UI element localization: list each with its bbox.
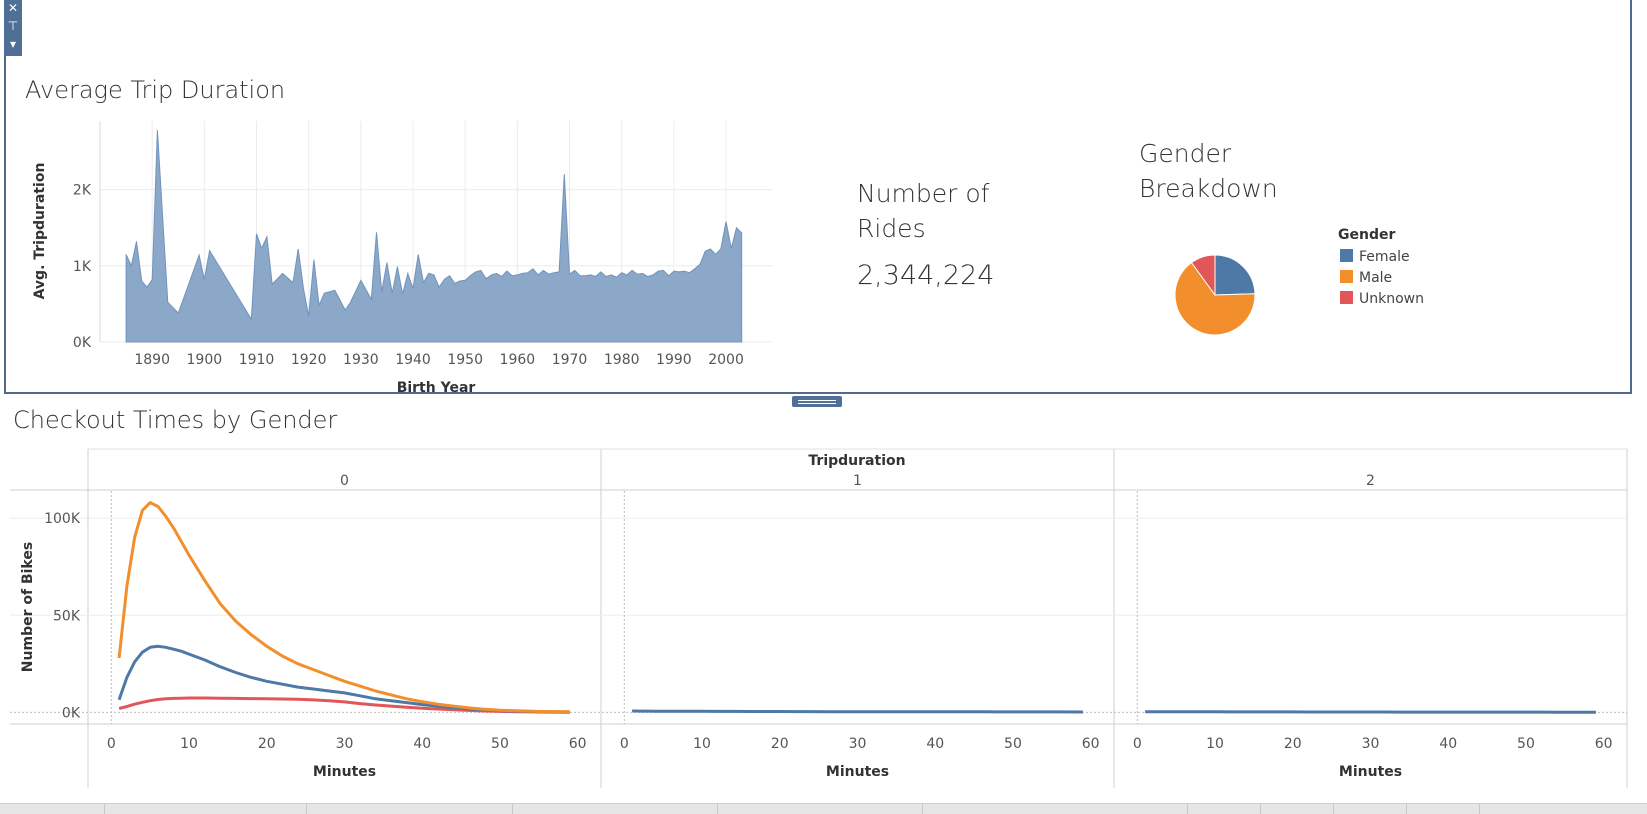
x-tick-label: 0 — [1133, 736, 1142, 752]
checkout-title: Checkout Times by Gender — [13, 406, 338, 434]
x-tick-label: 10 — [1206, 736, 1224, 752]
gender-breakdown-title: Gender Breakdown — [1139, 139, 1278, 203]
x-axis-title: Minutes — [313, 764, 376, 780]
y-tick-label: 1K — [73, 259, 92, 275]
y-tick-label: 50K — [53, 608, 81, 624]
x-tick-label: 50 — [1517, 736, 1535, 752]
x-tick-label: 10 — [693, 736, 711, 752]
pie-slice-female — [1214, 254, 1256, 296]
sheet-tab-bar — [0, 803, 1647, 814]
x-axis-title: Minutes — [826, 764, 889, 780]
legend-swatch-male — [1340, 270, 1353, 283]
x-tick-label: 60 — [569, 736, 587, 752]
pie-slice-male — [1174, 261, 1256, 336]
tab-divider — [512, 804, 513, 814]
pie-slice-unknown — [1190, 254, 1216, 297]
x-tick-label: 50 — [491, 736, 509, 752]
chevron-down-icon[interactable]: ▾ — [9, 37, 17, 51]
tab-divider — [1333, 804, 1334, 814]
rides-value: 2,344,224 — [857, 260, 995, 291]
tab-divider — [1406, 804, 1407, 814]
resize-handle[interactable] — [792, 396, 842, 407]
tab-divider — [306, 804, 307, 814]
pin-icon[interactable]: ⊤ — [7, 19, 19, 33]
gender-pie-chart[interactable]: Gender Female Male Unknown — [0, 0, 1647, 400]
x-tick-label: 30 — [1362, 736, 1380, 752]
x-tick-label: 20 — [1284, 736, 1302, 752]
x-tick-label: 1910 — [239, 352, 275, 368]
x-tick-label: 1950 — [447, 352, 483, 368]
series-line-female-panel-2 — [1145, 710, 1596, 714]
y-axis-title: Number of Bikes — [20, 542, 36, 672]
x-tick-label: 1930 — [343, 352, 379, 368]
panel-header-label: 1 — [853, 473, 862, 489]
x-axis-title: Birth Year — [397, 380, 476, 396]
avg-trip-title: Average Trip Duration — [25, 76, 286, 104]
x-tick-label: 1920 — [291, 352, 327, 368]
rides-label: Number of Rides — [857, 179, 990, 243]
x-tick-label: 20 — [258, 736, 276, 752]
legend-title: Gender — [1338, 227, 1395, 243]
tab-divider — [104, 804, 105, 814]
tab-divider — [1479, 804, 1480, 814]
series-line-male-panel-0 — [117, 501, 570, 714]
legend-label-unknown: Unknown — [1359, 291, 1424, 307]
x-tick-label: 0 — [107, 736, 116, 752]
y-tick-label: 2K — [73, 183, 92, 199]
legend-label-female: Female — [1359, 249, 1410, 265]
avg-trip-area-chart[interactable]: 1890 1900 1910 1920 1930 1940 1950 1960 1970 1980… — [0, 0, 1647, 400]
x-tick-label: 0 — [620, 736, 629, 752]
legend-swatch-unknown — [1340, 291, 1353, 304]
x-tick-label: 1890 — [134, 352, 170, 368]
panel-header-label: 0 — [340, 473, 349, 489]
x-tick-label: 40 — [1439, 736, 1457, 752]
y-tick-label: 100K — [44, 511, 81, 527]
x-tick-label: 1900 — [187, 352, 223, 368]
tab-divider — [1187, 804, 1188, 814]
y-axis-title: Avg. Tripduration — [32, 163, 48, 300]
y-tick-label: 0K — [62, 705, 81, 721]
x-tick-label: 60 — [1595, 736, 1613, 752]
y-tick-label: 0K — [73, 335, 92, 351]
x-tick-label: 1940 — [395, 352, 431, 368]
series-line-female-panel-1 — [632, 709, 1083, 714]
tab-divider — [717, 804, 718, 814]
close-icon[interactable]: ✕ — [7, 1, 19, 15]
x-axis-title: Minutes — [1339, 764, 1402, 780]
panel-header-label: 2 — [1366, 473, 1375, 489]
x-tick-label: 1980 — [604, 352, 640, 368]
x-tick-label: 20 — [771, 736, 789, 752]
x-tick-label: 1970 — [552, 352, 588, 368]
x-tick-label: 1990 — [656, 352, 692, 368]
floating-toolbar: ✕ ⊤ ▾ — [4, 0, 22, 56]
tab-divider — [922, 804, 923, 814]
x-tick-label: 2000 — [708, 352, 744, 368]
column-header-title: Tripduration — [808, 453, 905, 469]
x-tick-label: 60 — [1082, 736, 1100, 752]
legend-label-male: Male — [1359, 270, 1392, 286]
x-tick-label: 30 — [336, 736, 354, 752]
avg-trip-area-series — [125, 130, 743, 343]
x-tick-label: 10 — [180, 736, 198, 752]
x-tick-label: 40 — [413, 736, 431, 752]
x-tick-label: 30 — [849, 736, 867, 752]
x-tick-label: 40 — [926, 736, 944, 752]
legend-swatch-female — [1340, 249, 1353, 262]
x-tick-label: 1960 — [500, 352, 536, 368]
tab-divider — [1260, 804, 1261, 814]
x-tick-label: 50 — [1004, 736, 1022, 752]
